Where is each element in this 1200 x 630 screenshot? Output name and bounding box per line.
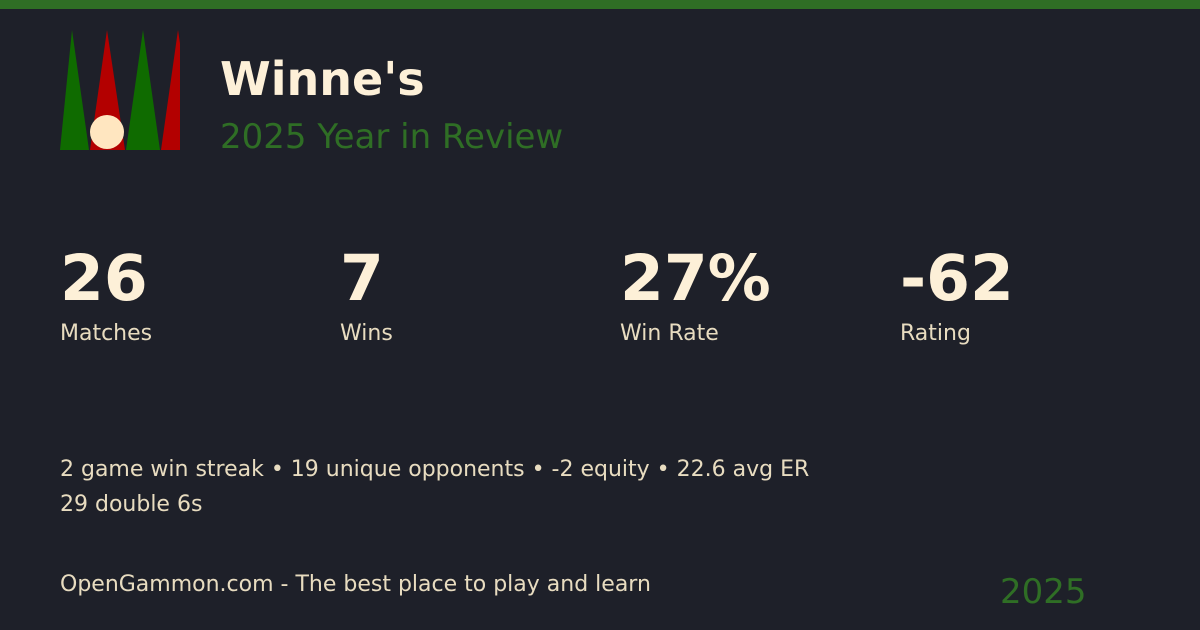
facts: 2 game win streak • 19 unique opponents … bbox=[60, 452, 809, 522]
facts-line: 2 game win streak • 19 unique opponents … bbox=[60, 457, 810, 482]
stat-label: Win Rate bbox=[620, 321, 719, 346]
stat-win-rate: 27% Win Rate bbox=[620, 242, 771, 347]
footer-year: 2025 bbox=[1000, 572, 1087, 612]
page-subtitle: 2025 Year in Review bbox=[220, 117, 564, 157]
stat-value: 27% bbox=[620, 242, 771, 315]
stat-label: Rating bbox=[900, 321, 971, 346]
stat-value: 7 bbox=[340, 242, 384, 315]
page-title: Winne's bbox=[220, 52, 425, 106]
stat-value: -62 bbox=[900, 242, 1014, 315]
stat-rating: -62 Rating bbox=[900, 242, 1014, 347]
stat-label: Wins bbox=[340, 321, 393, 346]
stat-wins: 7 Wins bbox=[340, 242, 393, 347]
footer-tagline: OpenGammon.com - The best place to play … bbox=[60, 572, 651, 597]
stat-value: 26 bbox=[60, 242, 148, 315]
top-accent-bar bbox=[0, 0, 1200, 9]
facts-line: 29 double 6s bbox=[60, 492, 203, 517]
stat-matches: 26 Matches bbox=[60, 242, 153, 347]
stat-label: Matches bbox=[60, 321, 153, 346]
backgammon-logo-icon bbox=[60, 30, 180, 150]
